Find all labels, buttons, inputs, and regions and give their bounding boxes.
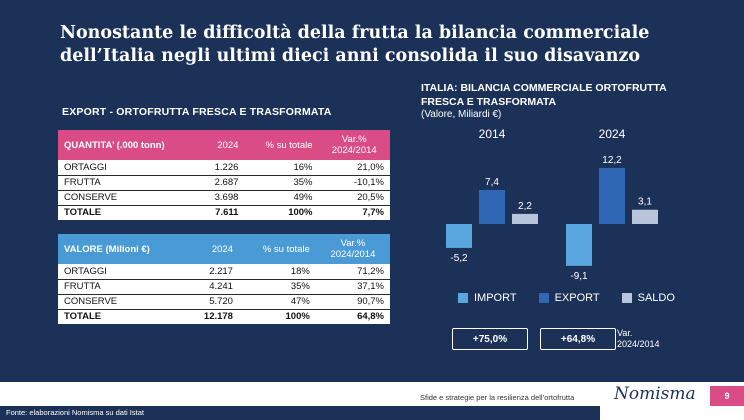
legend-item-saldo: SALDO: [621, 292, 675, 304]
header-cell: QUANTITA’ (.000 tonn): [58, 130, 200, 160]
header-cell: 2024: [185, 234, 239, 264]
table-cell: 7,7%: [362, 207, 384, 219]
legend-label: SALDO: [637, 292, 675, 304]
legend-swatch-saldo: [621, 293, 632, 303]
category-label-2014: 2014: [479, 127, 506, 141]
chart-legend: IMPORT EXPORT SALDO: [458, 292, 675, 304]
header-cell: Var.% 2024/2014: [318, 130, 390, 160]
header-cell: % su totale: [238, 234, 316, 264]
table-cell: 20,5%: [318, 190, 390, 206]
header-cell: % su totale: [244, 130, 319, 160]
table-cell: 7.611: [215, 207, 239, 219]
table-cell: 2.217: [185, 264, 239, 280]
table-header-row: VALORE (Milioni €) 2024 % su totale Var.…: [58, 234, 390, 264]
export-section-title: EXPORT - ORTOFRUTTA FRESCA E TRASFORMATA: [62, 106, 332, 118]
table-cell: -10,1%: [318, 175, 390, 191]
table-cell: 21,0%: [318, 160, 390, 176]
data-label-export-2024: 12,2: [602, 155, 622, 166]
table-row: ORTAGGI 1.226 16% 21,0%: [58, 160, 390, 176]
legend-item-export: EXPORT: [538, 292, 600, 304]
chart-unit: (Valore, Miliardi €): [421, 109, 502, 120]
table-row: FRUTTA 2.687 35% -10,1%: [58, 175, 390, 191]
export-variation-badge: +64,8%: [540, 328, 616, 350]
bar-export-2024: [599, 167, 625, 224]
quantita-table: QUANTITA’ (.000 tonn) 2024 % su totale V…: [58, 130, 390, 220]
table-cell: 37,1%: [315, 279, 390, 295]
legend-item-import: IMPORT: [458, 292, 517, 304]
table-cell: CONSERVE: [58, 294, 186, 310]
data-label-saldo-2014: 2,2: [518, 201, 532, 212]
table-cell: 71,2%: [315, 264, 390, 280]
variation-note: Var. 2024/2014: [617, 328, 660, 349]
data-label-saldo-2024: 3,1: [638, 197, 652, 208]
header-cell: VALORE (Milioni €): [58, 234, 186, 264]
table-cell: FRUTTA: [58, 279, 186, 295]
table-cell: 18%: [238, 264, 316, 280]
table-cell: 49%: [244, 190, 319, 206]
table-cell: 47%: [238, 294, 316, 310]
trade-balance-chart: 2014 -5,2 7,4 2,2 2024 -9,1 12,2 3,1: [446, 127, 658, 282]
table-cell: 16%: [244, 160, 319, 176]
bar-saldo-2024: [632, 209, 658, 224]
data-label-import-2024: -9,1: [570, 271, 588, 282]
table-cell: FRUTTA: [58, 175, 200, 191]
table-cell: TOTALE: [64, 207, 102, 219]
table-cell: 35%: [244, 175, 319, 191]
header-cell: 2024: [199, 130, 245, 160]
table-total-row: TOTALE 12.178 100% 64,8%: [58, 309, 390, 324]
table-cell: TOTALE: [64, 311, 102, 323]
table-cell: 4.241: [185, 279, 239, 295]
bar-import-2014: [446, 224, 472, 248]
table-row: ORTAGGI 2.217 18% 71,2%: [58, 264, 390, 280]
table-cell: 1.226: [199, 160, 245, 176]
legend-swatch-export: [538, 293, 549, 303]
data-label-export-2014: 7,4: [485, 177, 499, 188]
bar-saldo-2014: [512, 213, 538, 224]
valore-table: VALORE (Milioni €) 2024 % su totale Var.…: [58, 234, 390, 324]
table-cell: 3.698: [199, 190, 245, 206]
chart-title: ITALIA: BILANCIA COMMERCIALE ORTOFRUTTA …: [421, 82, 667, 108]
table-cell: 100%: [285, 311, 310, 323]
table-row: FRUTTA 4.241 35% 37,1%: [58, 279, 390, 295]
legend-swatch-import: [458, 293, 468, 303]
footer-text: Sfide e strategie per la resilienza dell…: [420, 393, 575, 402]
bar-export-2014: [479, 189, 505, 224]
table-cell: 100%: [288, 207, 313, 219]
legend-label: IMPORT: [474, 292, 517, 304]
page-title: Nonostante le difficoltà della frutta la…: [60, 23, 650, 66]
nomisma-logo: Nomisma: [614, 384, 696, 404]
table-total-row: TOTALE 7.611 100% 7,7%: [58, 205, 390, 220]
import-variation-badge: +75,0%: [452, 328, 528, 350]
table-cell: 12.178: [203, 311, 233, 323]
table-cell: 2.687: [199, 175, 245, 191]
table-cell: 64,8%: [357, 311, 384, 323]
table-cell: 5.720: [185, 294, 239, 310]
bar-import-2024: [566, 224, 592, 266]
table-cell: ORTAGGI: [58, 160, 200, 176]
page-number: 9: [710, 386, 744, 406]
header-cell: Var.% 2024/2014: [315, 234, 390, 264]
data-label-import-2014: -5,2: [450, 253, 468, 264]
table-cell: ORTAGGI: [58, 264, 186, 280]
legend-label: EXPORT: [554, 292, 600, 304]
category-label-2024: 2024: [599, 127, 626, 141]
table-cell: 35%: [238, 279, 316, 295]
table-header-row: QUANTITA’ (.000 tonn) 2024 % su totale V…: [58, 130, 390, 160]
table-row: CONSERVE 5.720 47% 90,7%: [58, 294, 390, 310]
table-row: CONSERVE 3.698 49% 20,5%: [58, 190, 390, 206]
table-cell: CONSERVE: [58, 190, 200, 206]
table-cell: 90,7%: [315, 294, 390, 310]
source-note: Fonte: elaborazioni Nomisma su dati Ista…: [0, 406, 600, 420]
